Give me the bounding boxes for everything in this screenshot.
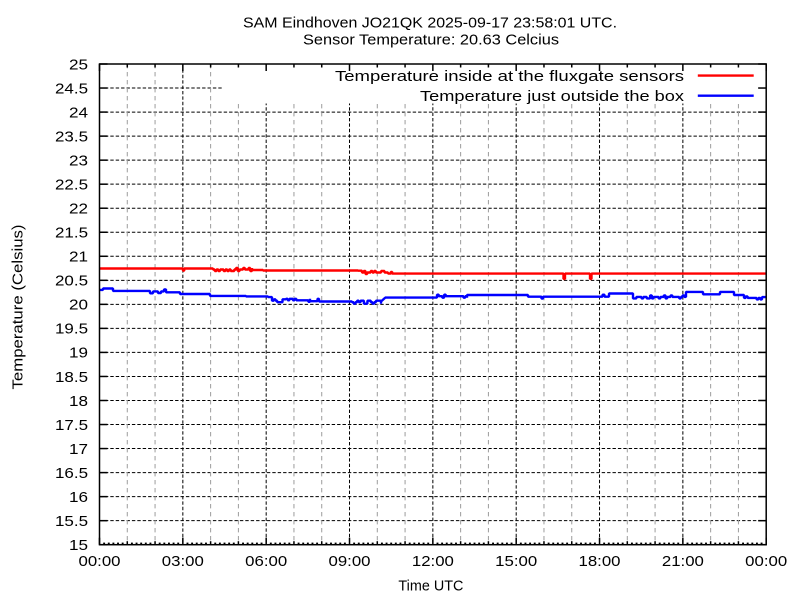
svg-text:22: 22	[69, 201, 88, 218]
svg-text:15.5: 15.5	[55, 513, 88, 530]
svg-text:25: 25	[69, 56, 88, 73]
svg-text:03:00: 03:00	[162, 553, 204, 570]
svg-text:00:00: 00:00	[79, 553, 121, 570]
svg-text:Temperature just outside the b: Temperature just outside the box	[420, 88, 685, 105]
svg-text:19.5: 19.5	[55, 321, 88, 338]
svg-text:20: 20	[69, 297, 88, 314]
svg-text:15: 15	[69, 537, 88, 554]
svg-text:21:00: 21:00	[662, 553, 704, 570]
svg-text:Temperature inside at the flux: Temperature inside at the fluxgate senso…	[335, 68, 684, 85]
svg-text:19: 19	[69, 345, 88, 362]
svg-text:SAM Eindhoven JO21QK 2025-09-1: SAM Eindhoven JO21QK 2025-09-17 23:58:01…	[243, 15, 617, 32]
svg-text:18.5: 18.5	[55, 369, 88, 386]
svg-text:23.5: 23.5	[55, 128, 88, 145]
svg-text:06:00: 06:00	[245, 553, 287, 570]
svg-text:Temperature (Celsius): Temperature (Celsius)	[10, 224, 27, 389]
svg-text:17.5: 17.5	[55, 417, 88, 434]
svg-text:12:00: 12:00	[412, 553, 454, 570]
svg-text:24: 24	[69, 104, 88, 121]
svg-text:00:00: 00:00	[745, 553, 787, 570]
svg-text:21: 21	[69, 249, 88, 266]
svg-text:17: 17	[69, 441, 88, 458]
svg-text:21.5: 21.5	[55, 225, 88, 242]
svg-text:15:00: 15:00	[495, 553, 537, 570]
svg-text:20.5: 20.5	[55, 273, 88, 290]
svg-text:24.5: 24.5	[55, 80, 88, 97]
svg-text:18:00: 18:00	[579, 553, 621, 570]
svg-text:Time UTC: Time UTC	[398, 577, 463, 594]
svg-text:18: 18	[69, 393, 88, 410]
svg-text:09:00: 09:00	[329, 553, 371, 570]
svg-text:22.5: 22.5	[55, 177, 88, 194]
svg-text:23: 23	[69, 152, 88, 169]
svg-text:16: 16	[69, 489, 88, 506]
svg-text:16.5: 16.5	[55, 465, 88, 482]
svg-text:Sensor Temperature: 20.63 Celc: Sensor Temperature: 20.63 Celcius	[303, 32, 559, 49]
